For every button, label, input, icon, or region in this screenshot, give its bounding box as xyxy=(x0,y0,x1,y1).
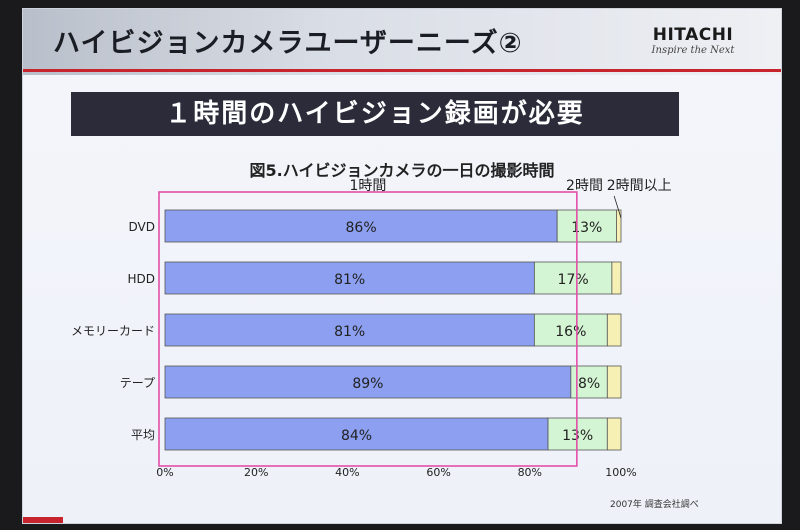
slide: ハイビジョンカメラユーザーニーズ② HITACHI Inspire the Ne… xyxy=(22,8,782,524)
bar-segment xyxy=(164,417,549,451)
data-label: 81% xyxy=(334,324,365,340)
x-tick-label: 0% xyxy=(156,466,173,479)
data-label: 13% xyxy=(571,220,602,236)
data-label: 89% xyxy=(352,376,383,392)
data-label: 81% xyxy=(334,272,365,288)
headline-banner: １時間のハイビジョン録画が必要 xyxy=(71,92,679,136)
annotation-leader xyxy=(613,195,622,219)
chart-area: DVD 86% 13% HDD 81% 17% メモリーカード 81% 16% テープ 89% 8% 平… xyxy=(23,9,781,523)
category-label: DVD xyxy=(129,220,155,234)
bar-segment xyxy=(164,209,558,243)
bar-segment xyxy=(164,365,572,399)
category-label: HDD xyxy=(127,272,155,286)
x-tick-label: 40% xyxy=(335,466,359,479)
bar-segment xyxy=(556,209,617,243)
series-annotation: 2時間 xyxy=(566,178,603,194)
header-divider xyxy=(23,69,781,72)
footer-accent xyxy=(23,517,63,523)
bar-segment xyxy=(606,417,622,451)
hitachi-logo: HITACHI Inspire the Next xyxy=(643,25,743,56)
series-annotation: 2時間以上 xyxy=(607,178,672,194)
x-tick-label: 100% xyxy=(605,466,636,479)
data-label: 16% xyxy=(555,324,586,340)
chart-title: 図5.ハイビジョンカメラの一日の撮影時間 xyxy=(249,161,555,180)
category-label: メモリーカード xyxy=(71,324,155,338)
x-tick-label: 60% xyxy=(426,466,450,479)
data-label: 86% xyxy=(346,220,377,236)
bar-segment xyxy=(164,261,535,295)
series-annotation: 1時間 xyxy=(349,178,386,194)
data-label: 13% xyxy=(562,428,593,444)
category-label: 平均 xyxy=(131,428,155,442)
source-note: 2007年 調査会社調べ xyxy=(610,500,699,510)
bar-segment xyxy=(533,313,608,347)
bar-segment xyxy=(533,261,613,295)
bar-segment xyxy=(611,261,622,295)
data-label: 17% xyxy=(558,272,589,288)
highlight-box xyxy=(158,191,578,467)
logo-brand: HITACHI xyxy=(652,25,734,45)
x-tick-label: 20% xyxy=(244,466,268,479)
stacked-bar-chart: DVD 86% 13% HDD 81% 17% メモリーカード 81% 16% テープ 89% 8% 平… xyxy=(71,178,672,479)
data-label: 84% xyxy=(341,428,372,444)
data-label: 8% xyxy=(578,376,600,392)
bar-segment xyxy=(164,313,535,347)
logo-tagline: Inspire the Next xyxy=(651,45,735,56)
slide-header: ハイビジョンカメラユーザーニーズ② HITACHI Inspire the Ne… xyxy=(23,9,781,75)
x-tick-label: 80% xyxy=(518,466,542,479)
bar-segment xyxy=(606,365,622,399)
bar-segment xyxy=(606,313,622,347)
category-label: テープ xyxy=(120,376,155,390)
slide-title: ハイビジョンカメラユーザーニーズ② xyxy=(53,28,523,59)
